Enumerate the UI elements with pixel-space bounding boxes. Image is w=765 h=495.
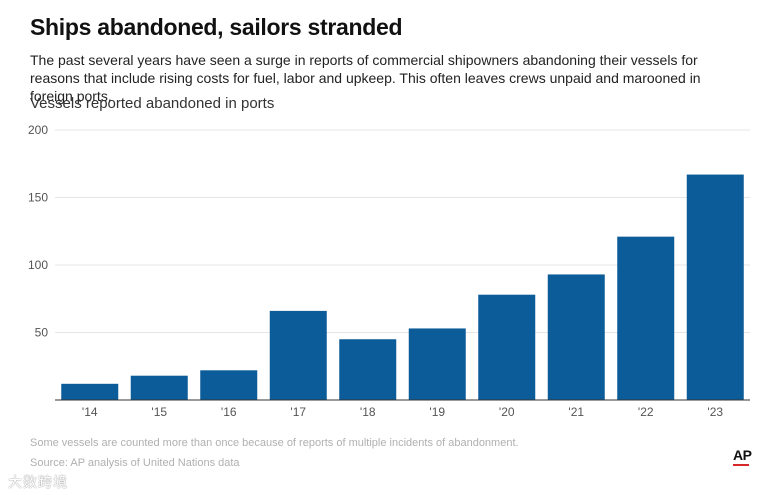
watermark: 大数跨境 bbox=[8, 474, 68, 490]
chart-subtitle: The past several years have seen a surge… bbox=[30, 52, 701, 104]
x-tick-label: '19 bbox=[429, 405, 445, 419]
x-tick-label: '18 bbox=[360, 405, 376, 419]
bar-chart: 50 100 150 200 '14 '15 '16 '17 '18 '19 '20 '21 '22 '2… bbox=[28, 123, 750, 419]
bar bbox=[339, 339, 397, 400]
x-tick-label: '22 bbox=[638, 405, 654, 419]
bar bbox=[61, 383, 119, 400]
y-tick-label: 200 bbox=[28, 123, 48, 137]
x-tick-label: '23 bbox=[707, 405, 723, 419]
bar bbox=[478, 294, 536, 400]
bar bbox=[200, 370, 258, 400]
x-tick-label: '17 bbox=[290, 405, 306, 419]
ap-logo: AP bbox=[733, 447, 752, 463]
footnote: Some vessels are counted more than once … bbox=[30, 437, 519, 449]
ap-logo-underline bbox=[733, 464, 749, 466]
chart-heading: Vessels reported abandoned in ports bbox=[30, 95, 275, 112]
x-tick-label: '21 bbox=[568, 405, 584, 419]
x-tick-label: '16 bbox=[221, 405, 237, 419]
x-tick-label: '20 bbox=[499, 405, 515, 419]
bar bbox=[130, 375, 188, 400]
chart-title: Ships abandoned, sailors stranded bbox=[30, 14, 403, 40]
bar bbox=[408, 328, 466, 400]
x-tick-label: '14 bbox=[82, 405, 98, 419]
y-tick-label: 150 bbox=[28, 191, 48, 205]
y-tick-label: 100 bbox=[28, 258, 48, 272]
x-tick-label: '15 bbox=[151, 405, 167, 419]
bar bbox=[269, 310, 327, 400]
bar bbox=[547, 274, 605, 400]
y-tick-label: 50 bbox=[35, 326, 49, 340]
source-note: Source: AP analysis of United Nations da… bbox=[30, 457, 240, 469]
bar bbox=[617, 236, 675, 400]
bar bbox=[686, 174, 744, 400]
